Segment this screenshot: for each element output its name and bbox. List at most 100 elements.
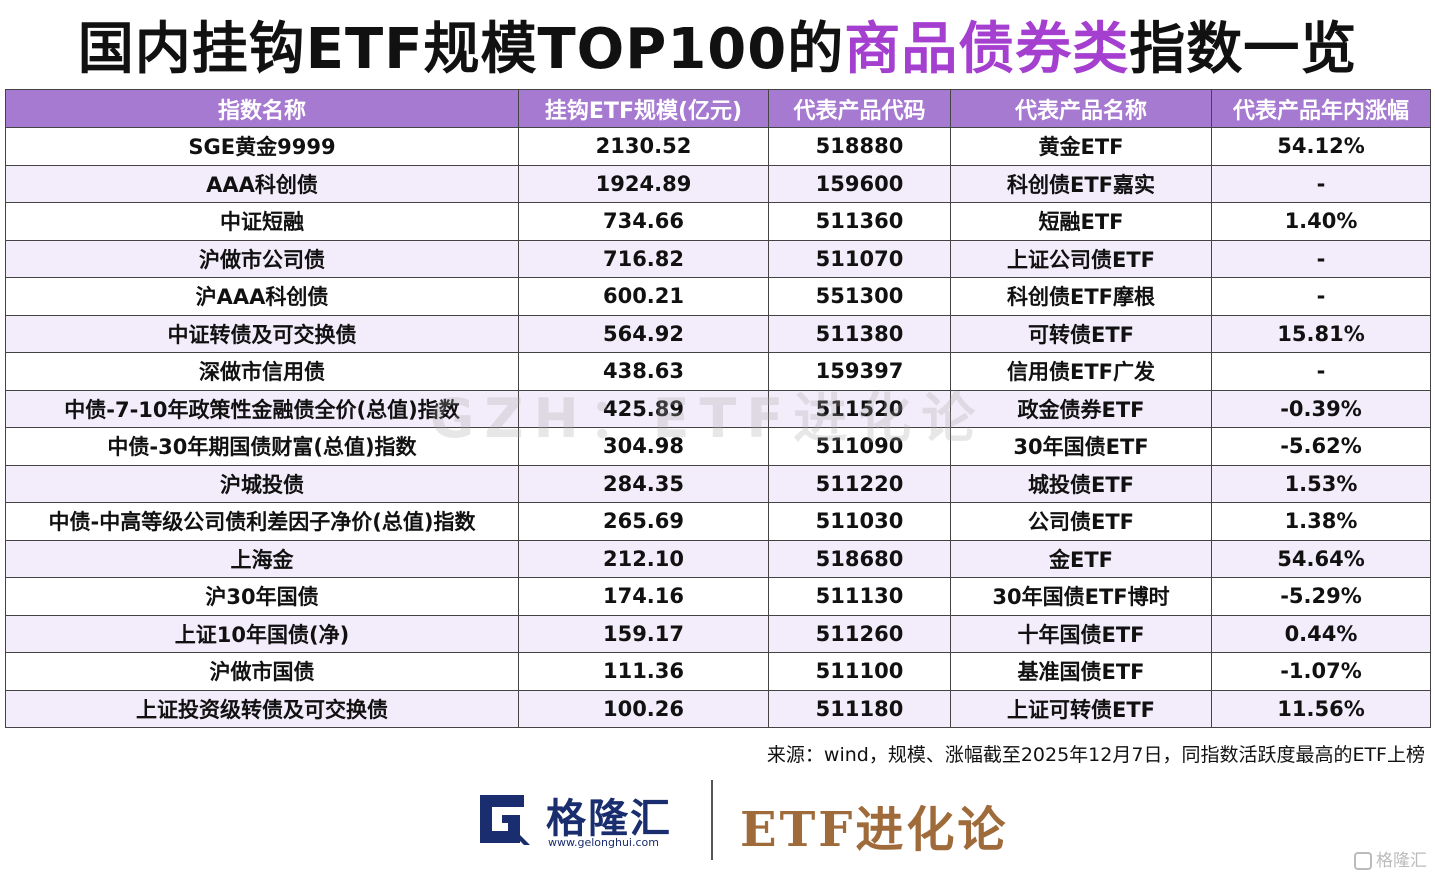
cell-product-name: 上证公司债ETF [950, 239, 1212, 278]
cell-index-name: SGE黄金9999 [5, 127, 519, 166]
etf-brand-text: ETF进化论 [740, 802, 1009, 858]
cell-product-code: 159397 [768, 352, 951, 391]
cell-product-code: 511070 [768, 239, 951, 278]
cell-etf-scale: 265.69 [518, 502, 769, 541]
cell-index-name: 中证转债及可交换债 [5, 314, 519, 353]
cell-product-name: 政金债券ETF [950, 389, 1212, 428]
cell-ytd-change: -5.29% [1211, 577, 1431, 616]
cell-ytd-change: 1.38% [1211, 502, 1431, 541]
corner-watermark: 格隆汇 [1354, 846, 1427, 871]
cell-etf-scale: 212.10 [518, 539, 769, 578]
cell-etf-scale: 2130.52 [518, 127, 769, 166]
cell-etf-scale: 734.66 [518, 202, 769, 241]
cell-ytd-change: -5.62% [1211, 427, 1431, 466]
cell-ytd-change: 54.12% [1211, 127, 1431, 166]
cell-etf-scale: 438.63 [518, 352, 769, 391]
cell-product-name: 黄金ETF [950, 127, 1212, 166]
table-row: AAA科创债 1924.89 159600 科创债ETF嘉实 - [5, 164, 1431, 203]
cell-index-name: 沪城投债 [5, 464, 519, 503]
title-prefix: 国内挂钩ETF规模TOP100的 [77, 17, 845, 82]
cell-etf-scale: 159.17 [518, 614, 769, 653]
cell-ytd-change: - [1211, 352, 1431, 391]
cell-ytd-change: - [1211, 239, 1431, 278]
header-index-name: 指数名称 [5, 89, 519, 128]
cell-ytd-change: - [1211, 277, 1431, 316]
cell-product-name: 公司债ETF [950, 502, 1212, 541]
table-row: 上证10年国债(净) 159.17 511260 十年国债ETF 0.44% [5, 614, 1431, 653]
cell-product-name: 可转债ETF [950, 314, 1212, 353]
header-ytd-change: 代表产品年内涨幅 [1211, 89, 1431, 128]
cell-index-name: 深做市信用债 [5, 352, 519, 391]
cell-etf-scale: 111.36 [518, 652, 769, 691]
cell-product-name: 30年国债ETF博时 [950, 577, 1212, 616]
cell-product-name: 金ETF [950, 539, 1212, 578]
etf-index-table: 指数名称 挂钩ETF规模(亿元) 代表产品代码 代表产品名称 代表产品年内涨幅 … [5, 89, 1431, 728]
cell-etf-scale: 425.89 [518, 389, 769, 428]
cell-product-code: 511130 [768, 577, 951, 616]
header-etf-scale: 挂钩ETF规模(亿元) [518, 89, 769, 128]
cell-ytd-change: 0.44% [1211, 614, 1431, 653]
cell-index-name: 沪做市公司债 [5, 239, 519, 278]
table-row: 沪30年国债 174.16 511130 30年国债ETF博时 -5.29% [5, 577, 1431, 616]
table-row: 中证转债及可交换债 564.92 511380 可转债ETF 15.81% [5, 314, 1431, 353]
cell-product-name: 基准国债ETF [950, 652, 1212, 691]
cell-index-name: 中证短融 [5, 202, 519, 241]
cell-product-code: 551300 [768, 277, 951, 316]
table-row: 中债-7-10年政策性金融债全价(总值)指数 425.89 511520 政金债券ET… [5, 389, 1431, 428]
cell-ytd-change: -1.07% [1211, 652, 1431, 691]
cell-product-name: 科创债ETF嘉实 [950, 164, 1212, 203]
table-row: 中债-中高等级公司债利差因子净价(总值)指数 265.69 511030 公司债ETF… [5, 502, 1431, 541]
title-suffix: 指数一览 [1129, 17, 1358, 82]
cell-etf-scale: 716.82 [518, 239, 769, 278]
cell-product-code: 511180 [768, 689, 951, 728]
cell-etf-scale: 564.92 [518, 314, 769, 353]
cell-etf-scale: 100.26 [518, 689, 769, 728]
header-product-name: 代表产品名称 [950, 89, 1212, 128]
cell-product-code: 511520 [768, 389, 951, 428]
corner-watermark-text: 格隆汇 [1376, 851, 1427, 871]
cell-ytd-change: 11.56% [1211, 689, 1431, 728]
page-title: 国内挂钩ETF规模TOP100的商品债券类指数一览 [0, 14, 1435, 86]
cell-index-name: 沪AAA科创债 [5, 277, 519, 316]
cell-ytd-change: 1.40% [1211, 202, 1431, 241]
table-header-row: 指数名称 挂钩ETF规模(亿元) 代表产品代码 代表产品名称 代表产品年内涨幅 [5, 89, 1431, 128]
table-row: 沪做市公司债 716.82 511070 上证公司债ETF - [5, 239, 1431, 278]
cell-index-name: 中债-中高等级公司债利差因子净价(总值)指数 [5, 502, 519, 541]
cell-index-name: 中债-30年期国债财富(总值)指数 [5, 427, 519, 466]
cell-product-code: 511030 [768, 502, 951, 541]
cell-product-name: 十年国债ETF [950, 614, 1212, 653]
title-highlight: 商品债券类 [844, 17, 1130, 82]
table-row: 沪做市国债 111.36 511100 基准国债ETF -1.07% [5, 652, 1431, 691]
table-row: 中债-30年期国债财富(总值)指数 304.98 511090 30年国债ETF -5.… [5, 427, 1431, 466]
cell-etf-scale: 304.98 [518, 427, 769, 466]
cell-etf-scale: 1924.89 [518, 164, 769, 203]
cell-ytd-change: 1.53% [1211, 464, 1431, 503]
gelonghui-url: www.gelonghui.com [548, 836, 659, 849]
cell-etf-scale: 600.21 [518, 277, 769, 316]
cell-etf-scale: 284.35 [518, 464, 769, 503]
header-product-code: 代表产品代码 [768, 89, 951, 128]
cell-ytd-change: - [1211, 164, 1431, 203]
gelonghui-g-icon [480, 795, 530, 845]
source-note: 来源：wind，规模、涨幅截至2025年12月7日，同指数活跃度最高的ETF上榜 [766, 744, 1425, 766]
cell-etf-scale: 174.16 [518, 577, 769, 616]
cell-product-name: 短融ETF [950, 202, 1212, 241]
gelonghui-logo-text: 格隆汇 [546, 796, 672, 842]
cell-ytd-change: -0.39% [1211, 389, 1431, 428]
cell-index-name: 沪做市国债 [5, 652, 519, 691]
cell-index-name: 上证10年国债(净) [5, 614, 519, 653]
cell-product-code: 511380 [768, 314, 951, 353]
cell-ytd-change: 54.64% [1211, 539, 1431, 578]
cell-product-code: 511360 [768, 202, 951, 241]
cell-index-name: 沪30年国债 [5, 577, 519, 616]
cell-product-code: 518880 [768, 127, 951, 166]
cell-product-code: 159600 [768, 164, 951, 203]
footer-divider [711, 780, 713, 860]
cell-product-name: 上证可转债ETF [950, 689, 1212, 728]
table-row: SGE黄金9999 2130.52 518880 黄金ETF 54.12% [5, 127, 1431, 166]
cell-index-name: 上海金 [5, 539, 519, 578]
cell-product-code: 518680 [768, 539, 951, 578]
cell-index-name: 中债-7-10年政策性金融债全价(总值)指数 [5, 389, 519, 428]
cell-product-name: 30年国债ETF [950, 427, 1212, 466]
gelonghui-small-icon [1354, 852, 1372, 870]
